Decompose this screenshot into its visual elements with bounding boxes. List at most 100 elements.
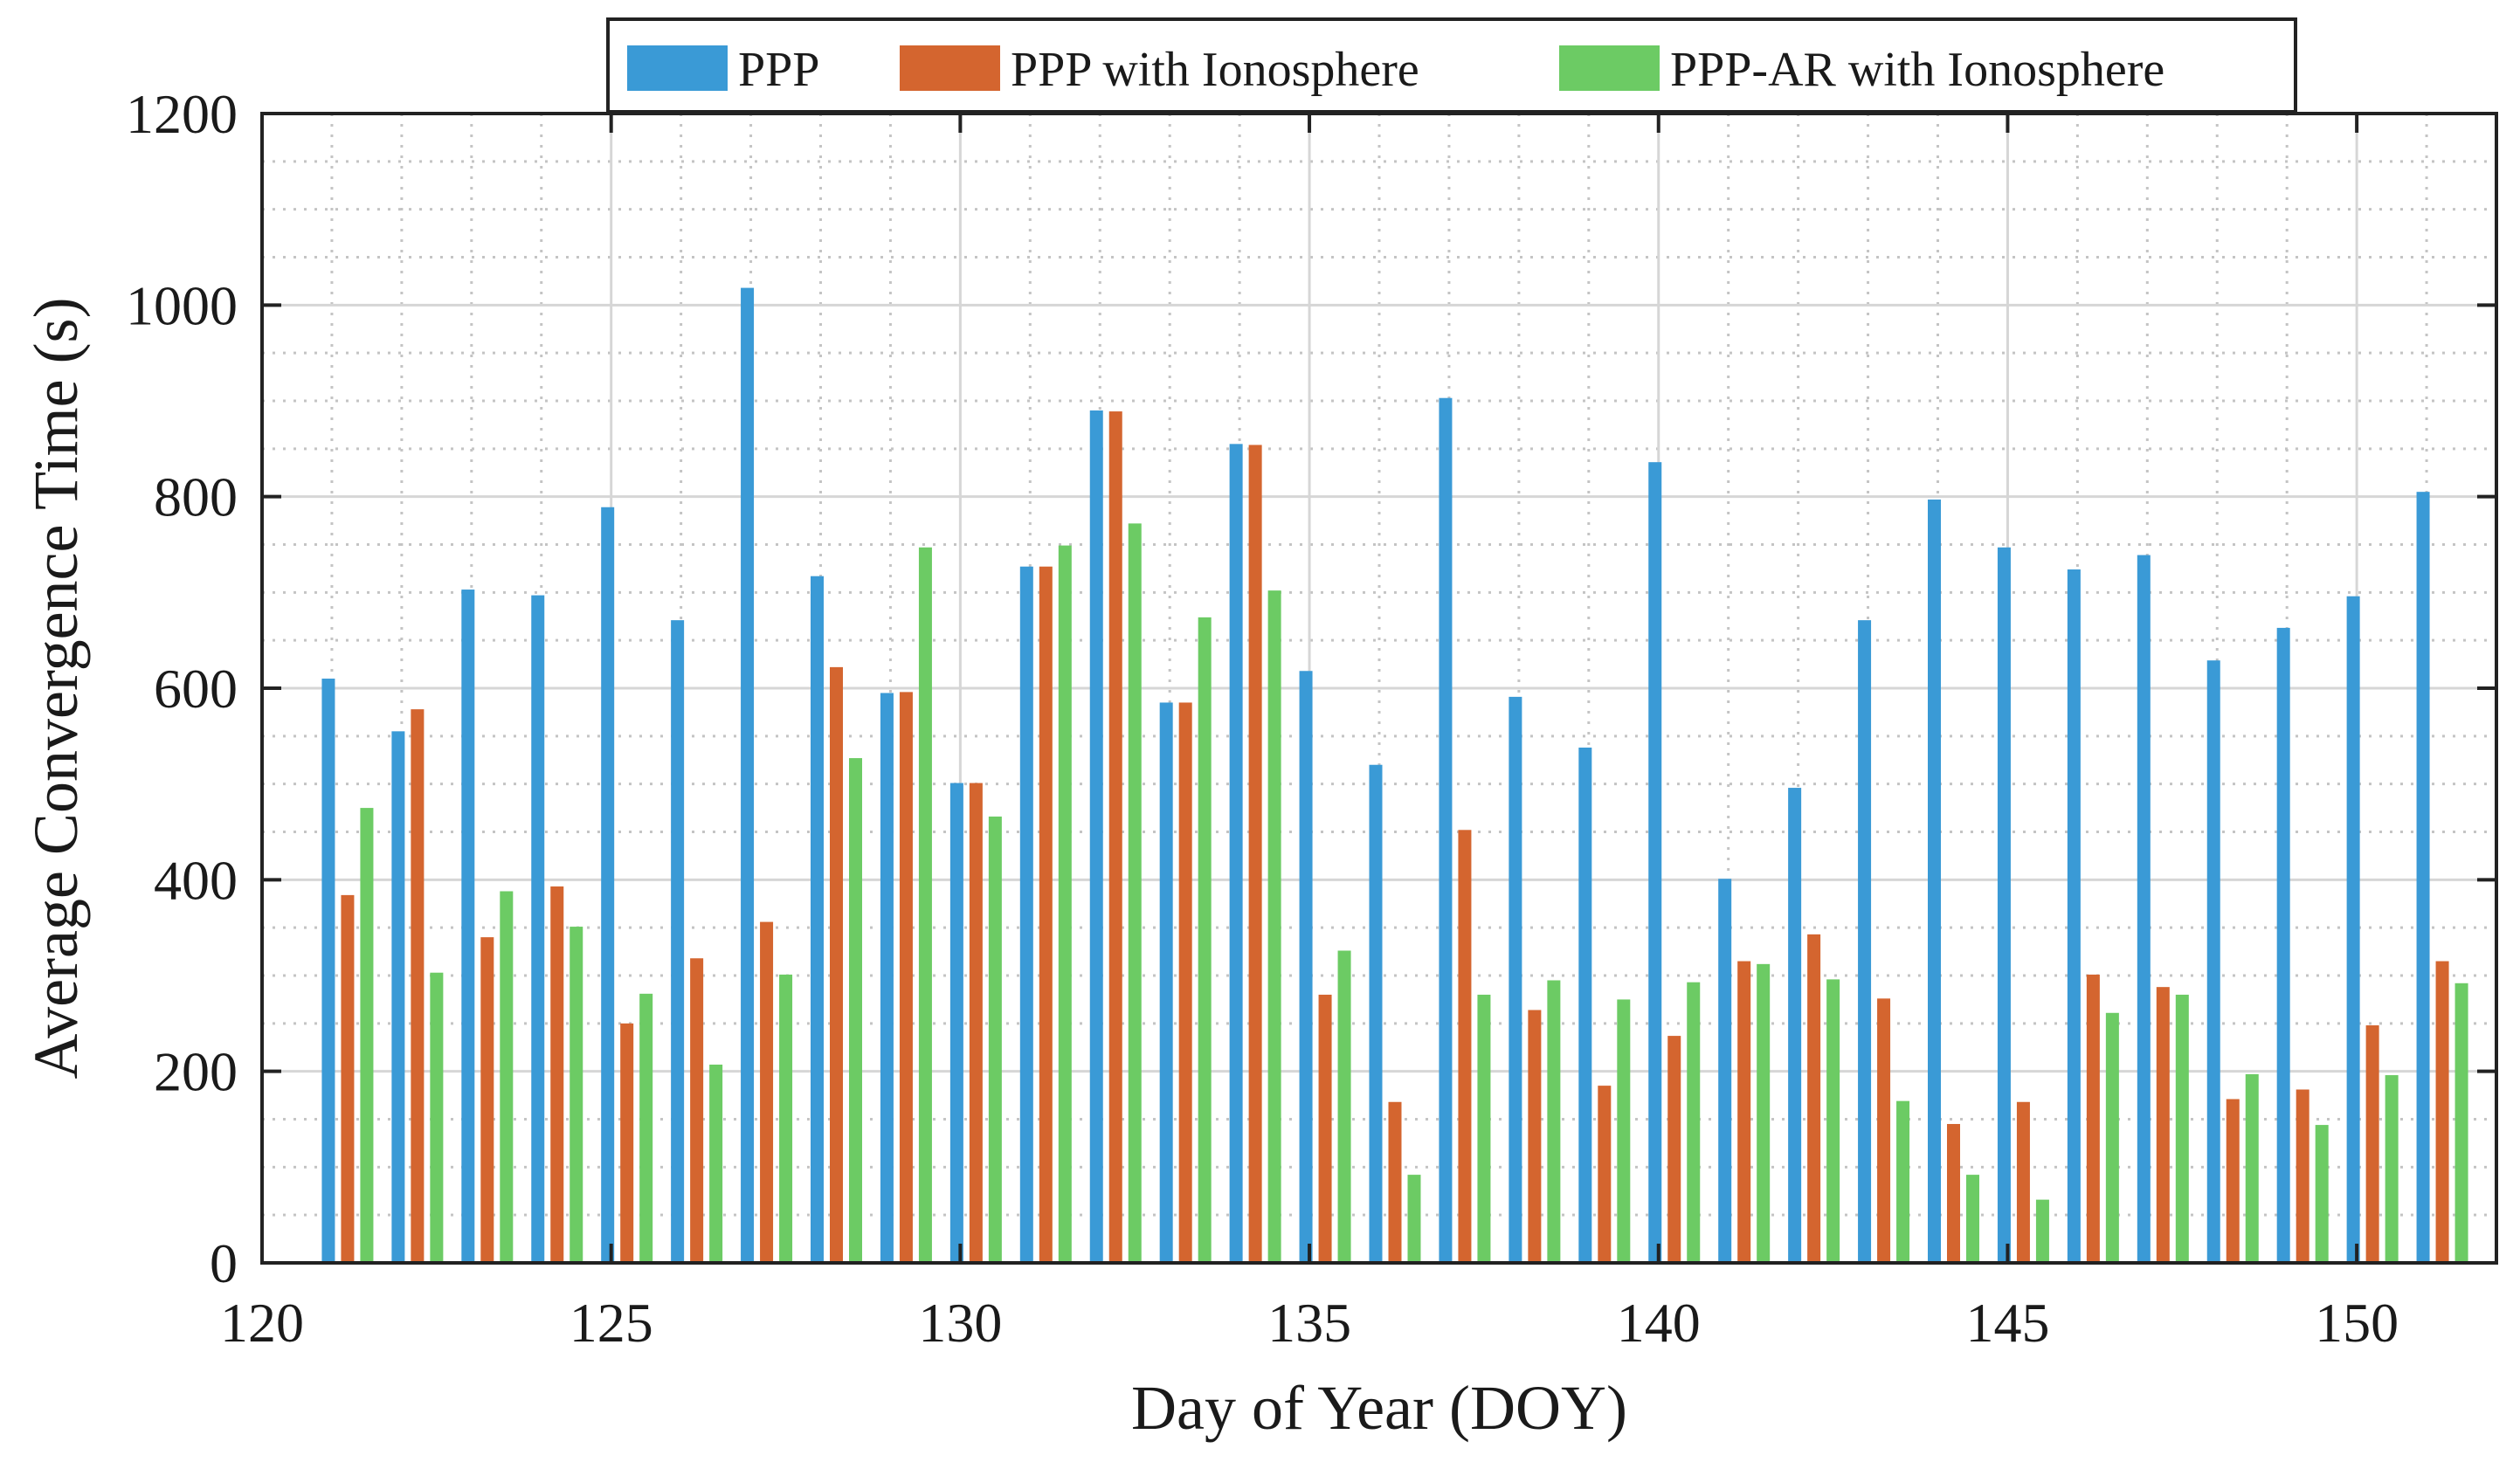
bar-ppp-doy-147 bbox=[2137, 555, 2151, 1263]
bar-ppp-ar-with-ionosphere-doy-128 bbox=[849, 758, 862, 1263]
bar-ppp-ar-with-ionosphere-doy-151 bbox=[2454, 983, 2468, 1263]
bar-ppp-doy-125 bbox=[601, 507, 615, 1263]
bar-ppp-with-ionosphere-doy-135 bbox=[1318, 994, 1332, 1263]
bar-ppp-ar-with-ionosphere-doy-149 bbox=[2315, 1125, 2329, 1263]
bar-ppp-with-ionosphere-doy-149 bbox=[2296, 1089, 2309, 1263]
bar-ppp-with-ionosphere-doy-126 bbox=[690, 958, 704, 1263]
bar-ppp-ar-with-ionosphere-doy-146 bbox=[2105, 1012, 2119, 1263]
bar-ppp-with-ionosphere-doy-147 bbox=[2156, 987, 2170, 1263]
bar-ppp-doy-132 bbox=[1089, 410, 1103, 1263]
bar-ppp-doy-123 bbox=[461, 590, 475, 1263]
bar-ppp-ar-with-ionosphere-doy-150 bbox=[2385, 1075, 2399, 1263]
x-tick-label: 130 bbox=[918, 1292, 1002, 1354]
y-tick-label: 800 bbox=[154, 466, 238, 528]
bar-ppp-with-ionosphere-doy-127 bbox=[760, 921, 774, 1263]
bar-ppp-ar-with-ionosphere-doy-134 bbox=[1267, 590, 1281, 1263]
bar-ppp-doy-121 bbox=[321, 679, 335, 1263]
x-tick-label: 120 bbox=[220, 1292, 304, 1354]
bar-ppp-with-ionosphere-doy-134 bbox=[1248, 445, 1262, 1263]
x-axis-title: Day of Year (DOY) bbox=[1131, 1373, 1627, 1443]
bar-ppp-with-ionosphere-doy-150 bbox=[2365, 1025, 2379, 1263]
bar-ppp-doy-146 bbox=[2067, 569, 2081, 1263]
bar-ppp-doy-140 bbox=[1648, 462, 1662, 1263]
bar-ppp-ar-with-ionosphere-doy-139 bbox=[1617, 999, 1631, 1263]
bar-ppp-ar-with-ionosphere-doy-136 bbox=[1407, 1175, 1421, 1263]
legend: PPP PPP with Ionosphere PPP-AR with Iono… bbox=[606, 17, 2297, 114]
bars bbox=[321, 287, 2468, 1264]
x-tick-label: 140 bbox=[1617, 1292, 1701, 1354]
bar-ppp-doy-129 bbox=[880, 693, 894, 1263]
legend-label-ppp-ar-iono: PPP-AR with Ionosphere bbox=[1670, 43, 2164, 97]
bar-ppp-ar-with-ionosphere-doy-133 bbox=[1198, 617, 1212, 1263]
bar-ppp-doy-130 bbox=[949, 783, 963, 1263]
bar-ppp-doy-128 bbox=[811, 576, 824, 1263]
bar-ppp-with-ionosphere-doy-140 bbox=[1667, 1036, 1681, 1263]
bar-ppp-doy-145 bbox=[1997, 547, 2011, 1263]
bar-ppp-ar-with-ionosphere-doy-144 bbox=[1966, 1175, 1979, 1263]
bar-ppp-ar-with-ionosphere-doy-126 bbox=[709, 1064, 723, 1263]
bar-ppp-ar-with-ionosphere-doy-127 bbox=[779, 974, 793, 1263]
bar-ppp-with-ionosphere-doy-132 bbox=[1108, 411, 1122, 1263]
x-tick-label: 150 bbox=[2315, 1292, 2399, 1354]
x-tick-label: 135 bbox=[1267, 1292, 1351, 1354]
bar-ppp-ar-with-ionosphere-doy-121 bbox=[360, 808, 374, 1263]
bar-ppp-doy-131 bbox=[1019, 566, 1033, 1263]
bar-ppp-ar-with-ionosphere-doy-122 bbox=[430, 972, 444, 1263]
y-tick-label: 0 bbox=[210, 1232, 238, 1294]
bar-ppp-ar-with-ionosphere-doy-131 bbox=[1058, 545, 1072, 1263]
bar-ppp-doy-142 bbox=[1788, 788, 1802, 1263]
bar-ppp-doy-127 bbox=[741, 287, 755, 1264]
y-axis-title: Average Convergence Time (s) bbox=[21, 297, 91, 1079]
bar-ppp-with-ionosphere-doy-130 bbox=[969, 783, 983, 1263]
bar-ppp-with-ionosphere-doy-142 bbox=[1807, 934, 1821, 1263]
bar-ppp-ar-with-ionosphere-doy-135 bbox=[1337, 950, 1351, 1263]
bar-ppp-doy-143 bbox=[1858, 620, 1872, 1263]
bar-ppp-ar-with-ionosphere-doy-124 bbox=[570, 927, 583, 1263]
bar-ppp-with-ionosphere-doy-125 bbox=[620, 1023, 634, 1263]
x-tick-label: 145 bbox=[1965, 1292, 2049, 1354]
bar-ppp-ar-with-ionosphere-doy-141 bbox=[1757, 963, 1771, 1263]
legend-swatch-ppp-ar-iono bbox=[1559, 45, 1660, 91]
bar-ppp-with-ionosphere-doy-144 bbox=[1947, 1123, 1960, 1263]
bar-ppp-ar-with-ionosphere-doy-137 bbox=[1477, 994, 1491, 1263]
bar-ppp-doy-151 bbox=[2416, 492, 2430, 1263]
legend-label-ppp-iono: PPP with Ionosphere bbox=[1011, 43, 1419, 97]
bar-ppp-ar-with-ionosphere-doy-148 bbox=[2245, 1073, 2259, 1263]
y-tick-label: 600 bbox=[154, 658, 238, 720]
bar-ppp-doy-136 bbox=[1369, 764, 1383, 1263]
bar-ppp-doy-122 bbox=[391, 731, 405, 1263]
bar-ppp-doy-137 bbox=[1439, 397, 1453, 1264]
legend-label-ppp: PPP bbox=[738, 43, 819, 97]
bar-ppp-with-ionosphere-doy-138 bbox=[1528, 1010, 1542, 1263]
bar-ppp-with-ionosphere-doy-123 bbox=[480, 937, 494, 1263]
bar-ppp-ar-with-ionosphere-doy-123 bbox=[500, 891, 514, 1263]
bar-ppp-with-ionosphere-doy-128 bbox=[830, 666, 843, 1263]
bar-ppp-doy-133 bbox=[1159, 702, 1173, 1263]
bar-ppp-doy-124 bbox=[531, 595, 545, 1263]
bar-ppp-with-ionosphere-doy-143 bbox=[1877, 998, 1891, 1263]
bar-ppp-doy-126 bbox=[671, 620, 685, 1263]
bar-ppp-doy-139 bbox=[1578, 747, 1592, 1263]
bar-ppp-ar-with-ionosphere-doy-147 bbox=[2175, 994, 2189, 1263]
bar-ppp-doy-149 bbox=[2276, 627, 2290, 1263]
bar-ppp-ar-with-ionosphere-doy-138 bbox=[1547, 980, 1561, 1263]
bar-ppp-with-ionosphere-doy-133 bbox=[1178, 702, 1192, 1263]
x-tick-label: 125 bbox=[570, 1292, 653, 1354]
bar-ppp-ar-with-ionosphere-doy-142 bbox=[1826, 979, 1840, 1263]
bar-ppp-doy-148 bbox=[2206, 660, 2220, 1263]
y-tick-label: 1000 bbox=[126, 274, 238, 336]
bar-ppp-with-ionosphere-doy-136 bbox=[1388, 1101, 1402, 1263]
bar-ppp-with-ionosphere-doy-151 bbox=[2435, 961, 2449, 1263]
bar-ppp-with-ionosphere-doy-122 bbox=[411, 709, 425, 1263]
bar-ppp-ar-with-ionosphere-doy-140 bbox=[1687, 982, 1701, 1263]
bar-ppp-with-ionosphere-doy-137 bbox=[1458, 830, 1472, 1263]
legend-swatch-ppp bbox=[627, 45, 728, 91]
bar-ppp-with-ionosphere-doy-139 bbox=[1598, 1086, 1612, 1263]
bar-ppp-with-ionosphere-doy-124 bbox=[550, 886, 564, 1263]
bar-ppp-ar-with-ionosphere-doy-129 bbox=[918, 547, 932, 1263]
bar-ppp-with-ionosphere-doy-121 bbox=[341, 894, 355, 1263]
bar-ppp-with-ionosphere-doy-148 bbox=[2226, 1099, 2240, 1263]
bar-ppp-doy-135 bbox=[1299, 671, 1313, 1263]
legend-box bbox=[606, 17, 2297, 114]
